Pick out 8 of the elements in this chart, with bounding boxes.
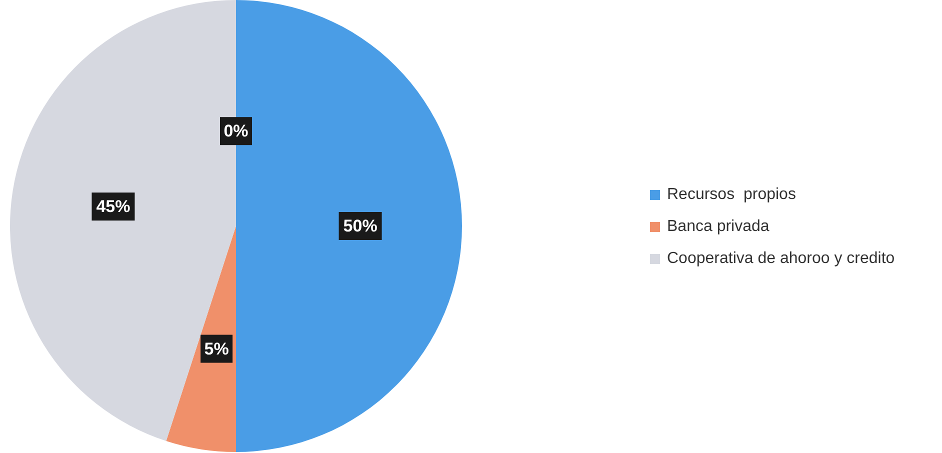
legend-label: Recursos propios xyxy=(667,186,796,204)
data-label: 50% xyxy=(343,216,378,236)
legend-label: Banca privada xyxy=(667,218,770,236)
pie-slice xyxy=(166,226,236,452)
legend-label: Cooperativa de ahoroo y credito xyxy=(667,250,895,268)
data-label: 5% xyxy=(204,339,229,358)
data-label: 45% xyxy=(96,197,130,216)
text: 0% xyxy=(224,122,248,141)
